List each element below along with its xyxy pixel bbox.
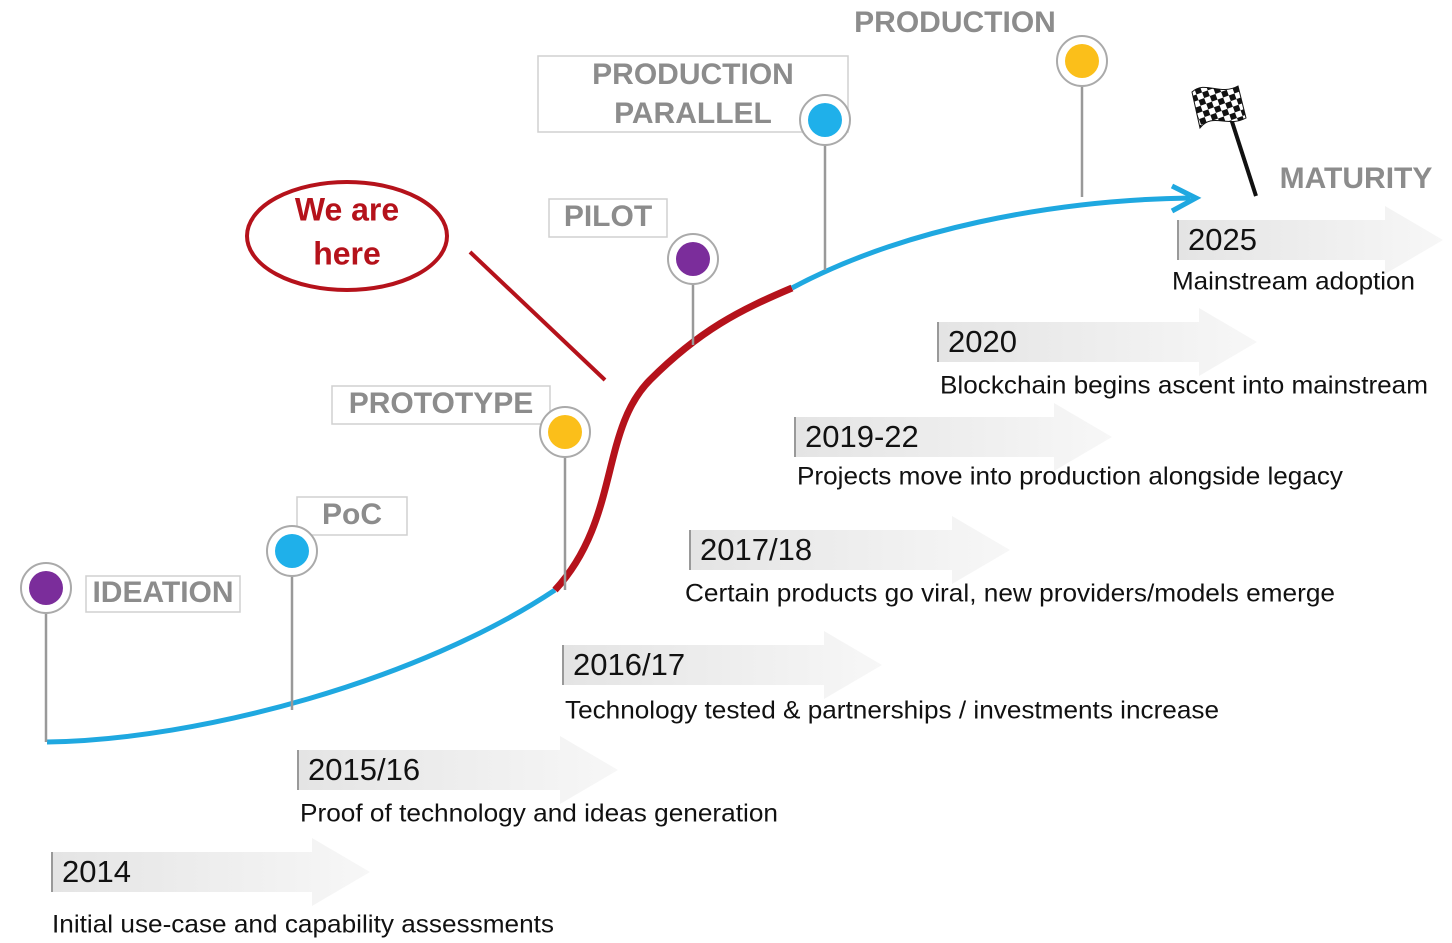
callout-bubble [245,180,449,292]
stage-label: PROTOTYPE [349,387,533,420]
callout-pointer [468,250,607,382]
callout-line: We are [295,191,399,227]
stage-pin [1065,44,1099,78]
timeline-description: Certain products go viral, new providers… [685,580,1335,608]
timeline-description: Blockchain begins ascent into mainstream [940,372,1428,400]
timeline-arrow [1178,206,1443,274]
timeline-description: Technology tested & partnerships / inves… [565,697,1219,725]
timeline-arrow [298,736,618,804]
timeline-year: 2014 [62,854,131,889]
timeline-description: Proof of technology and ideas generation [300,800,778,828]
timeline-year: 2015/16 [308,752,420,787]
timeline-description: Mainstream adoption [1172,268,1415,296]
stage-pin [29,571,63,605]
curve-late [790,195,1191,291]
stage-label-box [85,575,241,613]
timeline-arrow [52,838,370,906]
stages: IDEATION PoC PROTOTYPE PILOT PRODUCTION PARAL… [20,6,1108,742]
stage-label: PoC [322,498,382,531]
stage-label: IDEATION [92,576,233,609]
stage-pin [548,415,582,449]
curve-early [46,587,557,745]
curve-arrowhead [1170,183,1202,214]
timeline-year: 2019-22 [805,419,919,454]
timeline-arrow [795,403,1112,471]
timeline-description: Initial use-case and capability assessme… [52,911,554,939]
stage-pin [676,242,710,276]
timeline-year: 2017/18 [700,532,812,567]
timeline: 2014 Initial use-case and capability asse… [51,206,1443,939]
stage-label: PRODUCTION [592,58,794,91]
flag [1191,85,1247,130]
stage-label: PRODUCTION [854,6,1056,39]
timeline-arrow [938,308,1257,376]
stage-label-box [548,198,668,238]
curve-current [552,284,794,593]
maturity-label: MATURITY [1280,162,1433,195]
stage-pin [275,534,309,568]
timeline-arrow [690,516,1010,584]
timeline-year: 2025 [1188,222,1257,257]
stage-label-box [331,385,551,425]
timeline-year: 2020 [948,324,1017,359]
stage-label-box [296,496,408,536]
stage-label-box [537,55,849,133]
timeline-arrow [563,631,882,699]
stage-label: PARALLEL [614,97,772,130]
timeline-year: 2016/17 [573,647,685,682]
timeline-description: Projects move into production alongside … [797,463,1344,491]
stage-pin [808,103,842,137]
stage-label: PILOT [564,200,652,233]
callout-line: here [313,235,381,271]
